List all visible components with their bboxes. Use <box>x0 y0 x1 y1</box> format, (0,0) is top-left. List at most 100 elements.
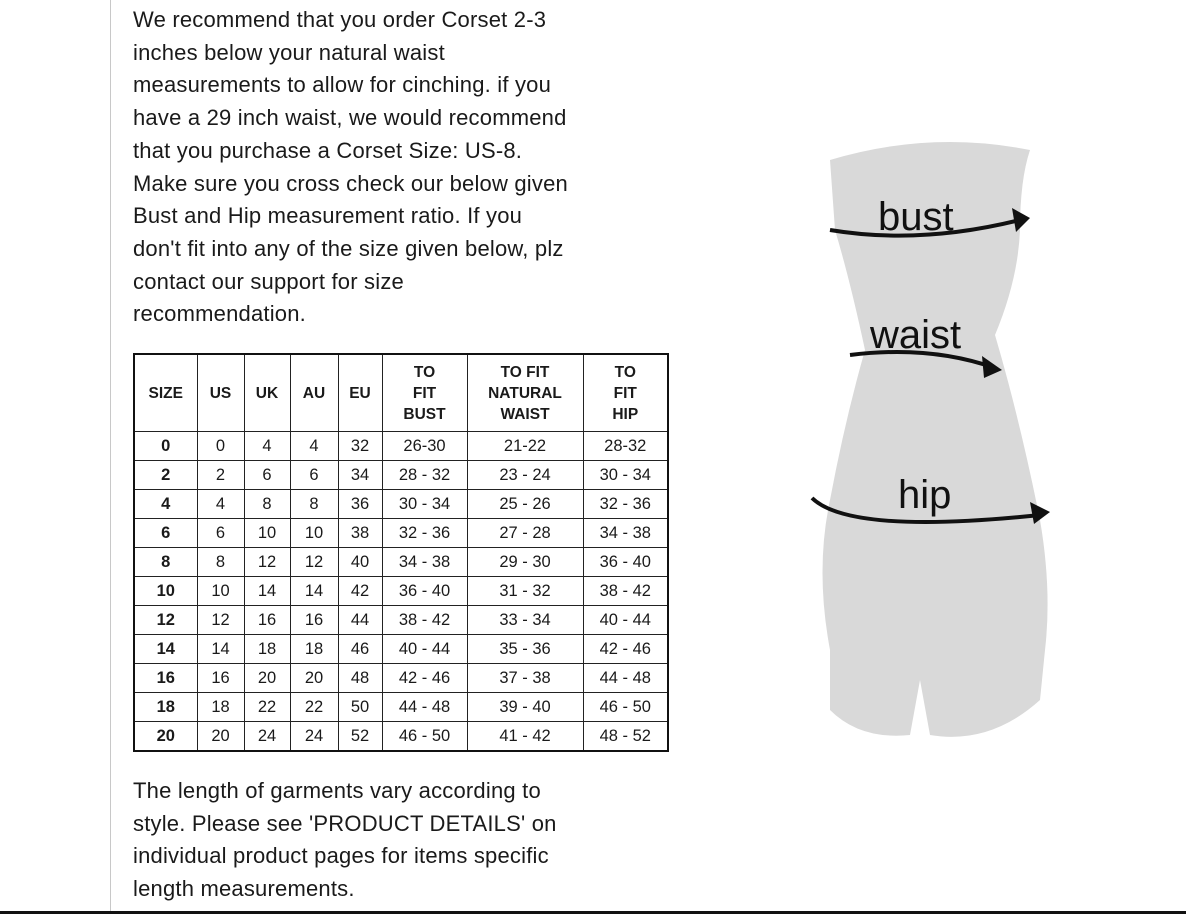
table-cell: 10 <box>133 576 198 606</box>
table-cell: 8 <box>133 547 198 577</box>
waist-arrow <box>849 349 996 370</box>
table-cell: 52 <box>337 721 383 752</box>
table-cell: 40 - 44 <box>381 634 468 664</box>
text-line: that you purchase a Corset Size: US-8. <box>133 137 523 163</box>
table-cell: 46 - 50 <box>582 692 669 722</box>
table-cell: 40 - 44 <box>582 605 669 635</box>
table-cell: 31 - 32 <box>466 576 584 606</box>
bust-arrow <box>829 218 1021 238</box>
table-cell: 18 <box>289 634 339 664</box>
table-row: 14 14 18 18 46 40 - 44 35 - 36 42 - 46 <box>133 634 669 664</box>
table-row: 18 18 22 22 50 44 - 48 39 - 40 46 - 50 <box>133 692 669 722</box>
table-cell: 42 - 46 <box>381 663 468 693</box>
table-cell: 18 <box>196 692 245 722</box>
hip-label: hip <box>898 473 951 517</box>
waist-arrowhead-icon <box>982 356 1002 378</box>
text-line: contact our support for size <box>133 268 404 294</box>
table-cell: 0 <box>133 431 198 461</box>
table-cell: 38 - 42 <box>381 605 468 635</box>
left-divider <box>110 0 111 912</box>
table-cell: 32 <box>337 431 383 461</box>
table-cell: 10 <box>289 518 339 548</box>
table-cell: 16 <box>196 663 245 693</box>
table-row: 6 6 10 10 38 32 - 36 27 - 28 34 - 38 <box>133 518 669 548</box>
table-cell: 16 <box>133 663 198 693</box>
table-cell: 38 <box>337 518 383 548</box>
table-cell: 24 <box>243 721 291 752</box>
table-cell: 8 <box>196 547 245 577</box>
table-cell: 36 - 40 <box>582 547 669 577</box>
table-cell: 29 - 30 <box>466 547 584 577</box>
text-line: Bust and Hip measurement ratio. If you <box>133 203 523 229</box>
waist-label: waist <box>869 313 961 357</box>
table-cell: 42 <box>337 576 383 606</box>
table-cell: 12 <box>289 547 339 577</box>
column-header: EU <box>337 353 383 432</box>
hip-arrow <box>810 496 1041 524</box>
text-line: length measurements. <box>133 876 355 902</box>
table-cell: 26-30 <box>381 431 468 461</box>
table-cell: 4 <box>196 489 245 519</box>
bust-label: bust <box>878 195 954 239</box>
table-cell: 16 <box>289 605 339 635</box>
table-cell: 39 - 40 <box>466 692 584 722</box>
table-row: 8 8 12 12 40 34 - 38 29 - 30 36 - 40 <box>133 547 669 577</box>
outro-paragraph: The length of garments vary according to… <box>133 775 557 906</box>
bottom-border <box>0 911 1186 914</box>
table-cell: 42 - 46 <box>582 634 669 664</box>
table-cell: 4 <box>289 431 339 461</box>
table-cell: 8 <box>289 489 339 519</box>
table-cell: 20 <box>289 663 339 693</box>
table-cell: 20 <box>243 663 291 693</box>
dress-silhouette <box>822 142 1048 737</box>
table-cell: 12 <box>196 605 245 635</box>
table-cell: 34 - 38 <box>582 518 669 548</box>
table-row: 0 0 4 4 32 26-30 21-22 28-32 <box>133 431 669 461</box>
text-line: have a 29 inch waist, we would recommend <box>133 105 567 131</box>
text-line: don't fit into any of the size given bel… <box>133 235 564 261</box>
table-cell: 44 - 48 <box>582 663 669 693</box>
table-row: 12 12 16 16 44 38 - 42 33 - 34 40 - 44 <box>133 605 669 635</box>
table-cell: 33 - 34 <box>466 605 584 635</box>
size-chart-table: SIZE US UK AU EU TO FIT BUST TO FIT NATURAL WA… <box>133 353 669 752</box>
table-row: 4 4 8 8 36 30 - 34 25 - 26 32 - 36 <box>133 489 669 519</box>
table-cell: 27 - 28 <box>466 518 584 548</box>
table-cell: 22 <box>289 692 339 722</box>
table-cell: 41 - 42 <box>466 721 584 752</box>
text-line: individual product pages for items speci… <box>133 843 549 869</box>
table-cell: 24 <box>289 721 339 752</box>
bust-arrowhead-icon <box>1012 208 1030 232</box>
intro-paragraph: We recommend that you order Corset 2-3 in… <box>133 4 568 331</box>
column-header: TO FIT HIP <box>582 353 669 432</box>
table-cell: 32 - 36 <box>582 489 669 519</box>
text-line: The length of garments vary according to <box>133 778 541 803</box>
column-header: UK <box>243 353 291 432</box>
table-cell: 20 <box>133 721 198 752</box>
table-cell: 50 <box>337 692 383 722</box>
table-cell: 44 - 48 <box>381 692 468 722</box>
text-line: We recommend that you order Corset 2-3 <box>133 7 547 32</box>
column-header: SIZE <box>133 353 198 432</box>
column-header: AU <box>289 353 339 432</box>
table-cell: 28-32 <box>582 431 669 461</box>
body-measurement-figure: bust waist hip <box>810 142 1050 737</box>
table-cell: 6 <box>243 460 291 490</box>
column-header: TO FIT NATURAL WAIST <box>466 353 584 432</box>
table-cell: 30 - 34 <box>582 460 669 490</box>
table-cell: 48 <box>337 663 383 693</box>
table-cell: 25 - 26 <box>466 489 584 519</box>
table-cell: 12 <box>133 605 198 635</box>
table-cell: 46 - 50 <box>381 721 468 752</box>
text-line: measurements to allow for cinching. if y… <box>133 72 552 98</box>
table-cell: 14 <box>243 576 291 606</box>
table-cell: 14 <box>196 634 245 664</box>
table-cell: 38 - 42 <box>582 576 669 606</box>
table-cell: 32 - 36 <box>381 518 468 548</box>
table-cell: 6 <box>289 460 339 490</box>
table-cell: 18 <box>133 692 198 722</box>
table-cell: 6 <box>133 518 198 548</box>
table-cell: 23 - 24 <box>466 460 584 490</box>
hip-arrowhead-icon <box>1030 502 1050 524</box>
table-cell: 30 - 34 <box>381 489 468 519</box>
table-cell: 20 <box>196 721 245 752</box>
